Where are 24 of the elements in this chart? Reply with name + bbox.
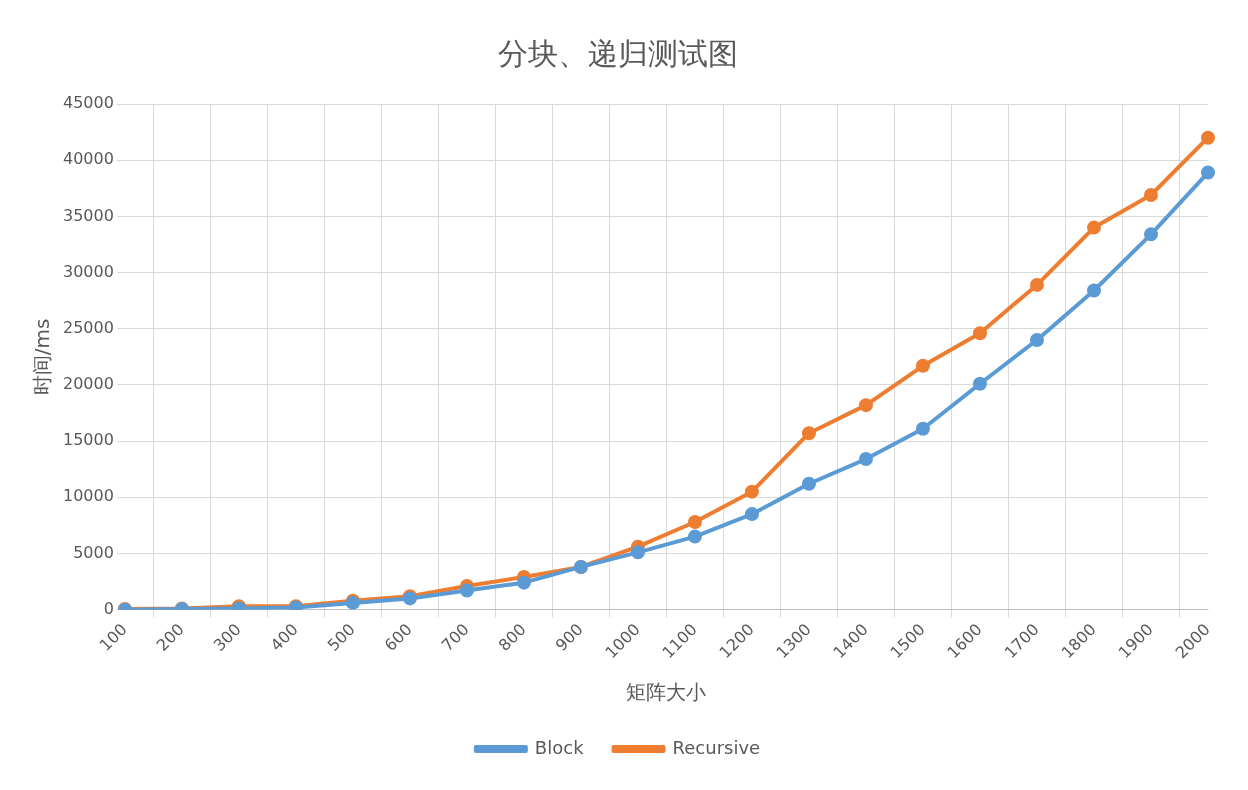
x-tick-label: 800 [494,619,530,655]
y-tick-label: 5000 [73,542,114,562]
x-tick-label: 600 [380,619,416,655]
y-tick-label: 35000 [62,205,114,225]
legend-label: Recursive [672,736,761,758]
x-tick-label: 200 [152,619,188,655]
x-tick-label: 500 [323,619,359,655]
x-tick-label: 100 [95,619,131,655]
legend-label: Block [534,736,585,758]
y-tick-label: 0 [103,598,114,618]
x-tick-label: 400 [266,619,302,655]
y-tick-label: 20000 [62,374,114,394]
y-tick-label: 10000 [62,486,114,506]
y-tick-label: 15000 [62,430,114,450]
x-axis-title: 矩阵大小 [626,680,707,705]
y-tick-label: 30000 [62,261,114,281]
y-axis-title: 时间/ms [30,318,55,396]
x-tick-label: 300 [209,619,245,655]
y-tick-label: 40000 [62,149,114,169]
chart-title: 分块、递归测试图 [498,35,738,71]
y-tick-label: 25000 [62,317,114,337]
x-tick-label: 900 [551,619,587,655]
y-tick-label: 45000 [62,93,114,113]
x-tick-label: 700 [437,619,473,655]
